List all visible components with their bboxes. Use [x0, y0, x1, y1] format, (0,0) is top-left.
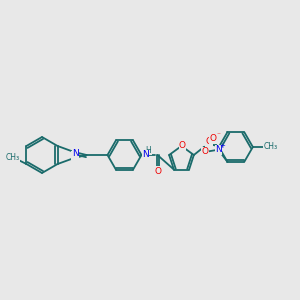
Text: O: O — [155, 167, 162, 176]
Text: N: N — [72, 149, 79, 158]
Text: O: O — [210, 134, 217, 143]
Text: CH₃: CH₃ — [5, 152, 20, 161]
Text: ⁻: ⁻ — [216, 130, 220, 139]
Text: O: O — [202, 147, 209, 156]
Text: N: N — [142, 150, 149, 159]
Text: H: H — [146, 146, 152, 155]
Text: +: + — [219, 143, 225, 149]
Text: O: O — [206, 137, 212, 146]
Text: O: O — [179, 142, 186, 151]
Text: S: S — [72, 152, 77, 161]
Text: N: N — [215, 145, 222, 154]
Text: CH₃: CH₃ — [264, 142, 278, 152]
